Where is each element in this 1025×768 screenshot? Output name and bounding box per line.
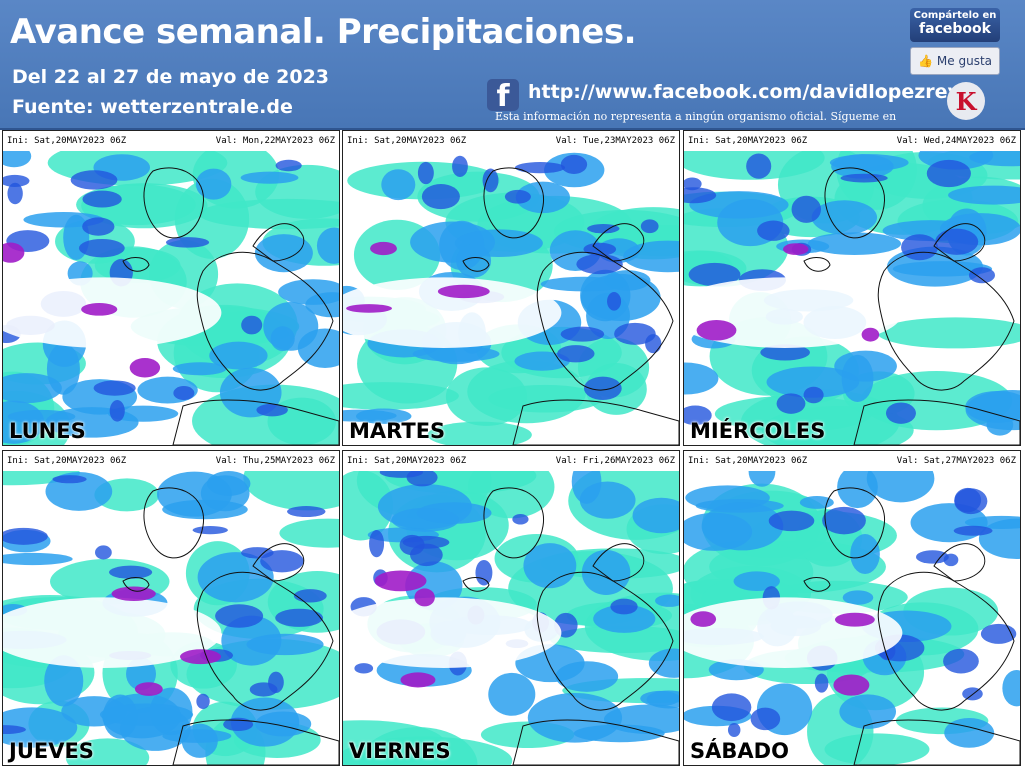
init-time: Ini: Sat,20MAY2023 06Z bbox=[688, 136, 808, 146]
precipitation-map bbox=[343, 151, 679, 445]
thumbs-up-icon: 👍 bbox=[917, 54, 933, 68]
day-label: SÁBADO bbox=[690, 739, 789, 763]
panel-header: Ini: Sat,20MAY2023 06Z Val: Tue,23MAY2023… bbox=[343, 131, 679, 151]
valid-time: Val: Mon,22MAY2023 06Z bbox=[215, 136, 335, 146]
valid-time: Val: Tue,23MAY2023 06Z bbox=[555, 136, 675, 146]
day-label: MIÉRCOLES bbox=[690, 419, 826, 443]
map-panel: Ini: Sat,20MAY2023 06Z Val: Wed,24MAY2023… bbox=[683, 130, 1021, 446]
init-time: Ini: Sat,20MAY2023 06Z bbox=[347, 456, 467, 466]
panel-header: Ini: Sat,20MAY2023 06Z Val: Thu,25MAY2023… bbox=[3, 451, 339, 471]
precipitation-map bbox=[3, 471, 339, 765]
init-time: Ini: Sat,20MAY2023 06Z bbox=[7, 136, 127, 146]
k-logo-icon[interactable]: K bbox=[947, 82, 985, 120]
date-range: Del 22 al 27 de mayo de 2023 bbox=[12, 66, 330, 88]
panel-header: Ini: Sat,20MAY2023 06Z Val: Wed,24MAY2023… bbox=[684, 131, 1020, 151]
valid-time: Val: Sat,27MAY2023 06Z bbox=[896, 456, 1016, 466]
facebook-icon[interactable]: f bbox=[487, 79, 519, 111]
valid-time: Val: Thu,25MAY2023 06Z bbox=[215, 456, 335, 466]
like-label: Me gusta bbox=[936, 54, 993, 68]
map-panel: Ini: Sat,20MAY2023 06Z Val: Thu,25MAY2023… bbox=[2, 450, 340, 766]
map-panel: Ini: Sat,20MAY2023 06Z Val: Tue,23MAY2023… bbox=[342, 130, 680, 446]
init-time: Ini: Sat,20MAY2023 06Z bbox=[688, 456, 808, 466]
map-panel: Ini: Sat,20MAY2023 06Z Val: Fri,26MAY2023… bbox=[342, 450, 680, 766]
map-panel: Ini: Sat,20MAY2023 06Z Val: Mon,22MAY2023… bbox=[2, 130, 340, 446]
precipitation-map bbox=[684, 471, 1020, 765]
precipitation-map bbox=[3, 151, 339, 445]
day-label: LUNES bbox=[9, 419, 86, 443]
day-label: MARTES bbox=[349, 419, 446, 443]
panel-header: Ini: Sat,20MAY2023 06Z Val: Mon,22MAY2023… bbox=[3, 131, 339, 151]
source-label: Fuente: wetterzentrale.de bbox=[12, 96, 293, 118]
like-button[interactable]: 👍 Me gusta bbox=[910, 47, 1000, 75]
day-label: JUEVES bbox=[9, 739, 94, 763]
disclaimer-text: Esta información no representa a ningún … bbox=[495, 110, 897, 123]
day-label: VIERNES bbox=[349, 739, 451, 763]
valid-time: Val: Fri,26MAY2023 06Z bbox=[555, 456, 675, 466]
facebook-url-link[interactable]: http://www.facebook.com/davidlopezrey bbox=[528, 81, 960, 103]
share-label: Compártelo en bbox=[913, 10, 997, 21]
init-time: Ini: Sat,20MAY2023 06Z bbox=[7, 456, 127, 466]
map-panel: Ini: Sat,20MAY2023 06Z Val: Sat,27MAY2023… bbox=[683, 450, 1021, 766]
share-facebook-button[interactable]: Compártelo en facebook bbox=[910, 8, 1000, 42]
valid-time: Val: Wed,24MAY2023 06Z bbox=[896, 136, 1016, 146]
page-title: Avance semanal. Precipitaciones. bbox=[10, 12, 637, 52]
share-brand: facebook bbox=[919, 21, 991, 37]
header-banner: Avance semanal. Precipitaciones. Del 22 … bbox=[0, 0, 1025, 130]
init-time: Ini: Sat,20MAY2023 06Z bbox=[347, 136, 467, 146]
precipitation-map bbox=[684, 151, 1020, 445]
panel-header: Ini: Sat,20MAY2023 06Z Val: Fri,26MAY2023… bbox=[343, 451, 679, 471]
precipitation-map bbox=[343, 471, 679, 765]
panel-header: Ini: Sat,20MAY2023 06Z Val: Sat,27MAY2023… bbox=[684, 451, 1020, 471]
